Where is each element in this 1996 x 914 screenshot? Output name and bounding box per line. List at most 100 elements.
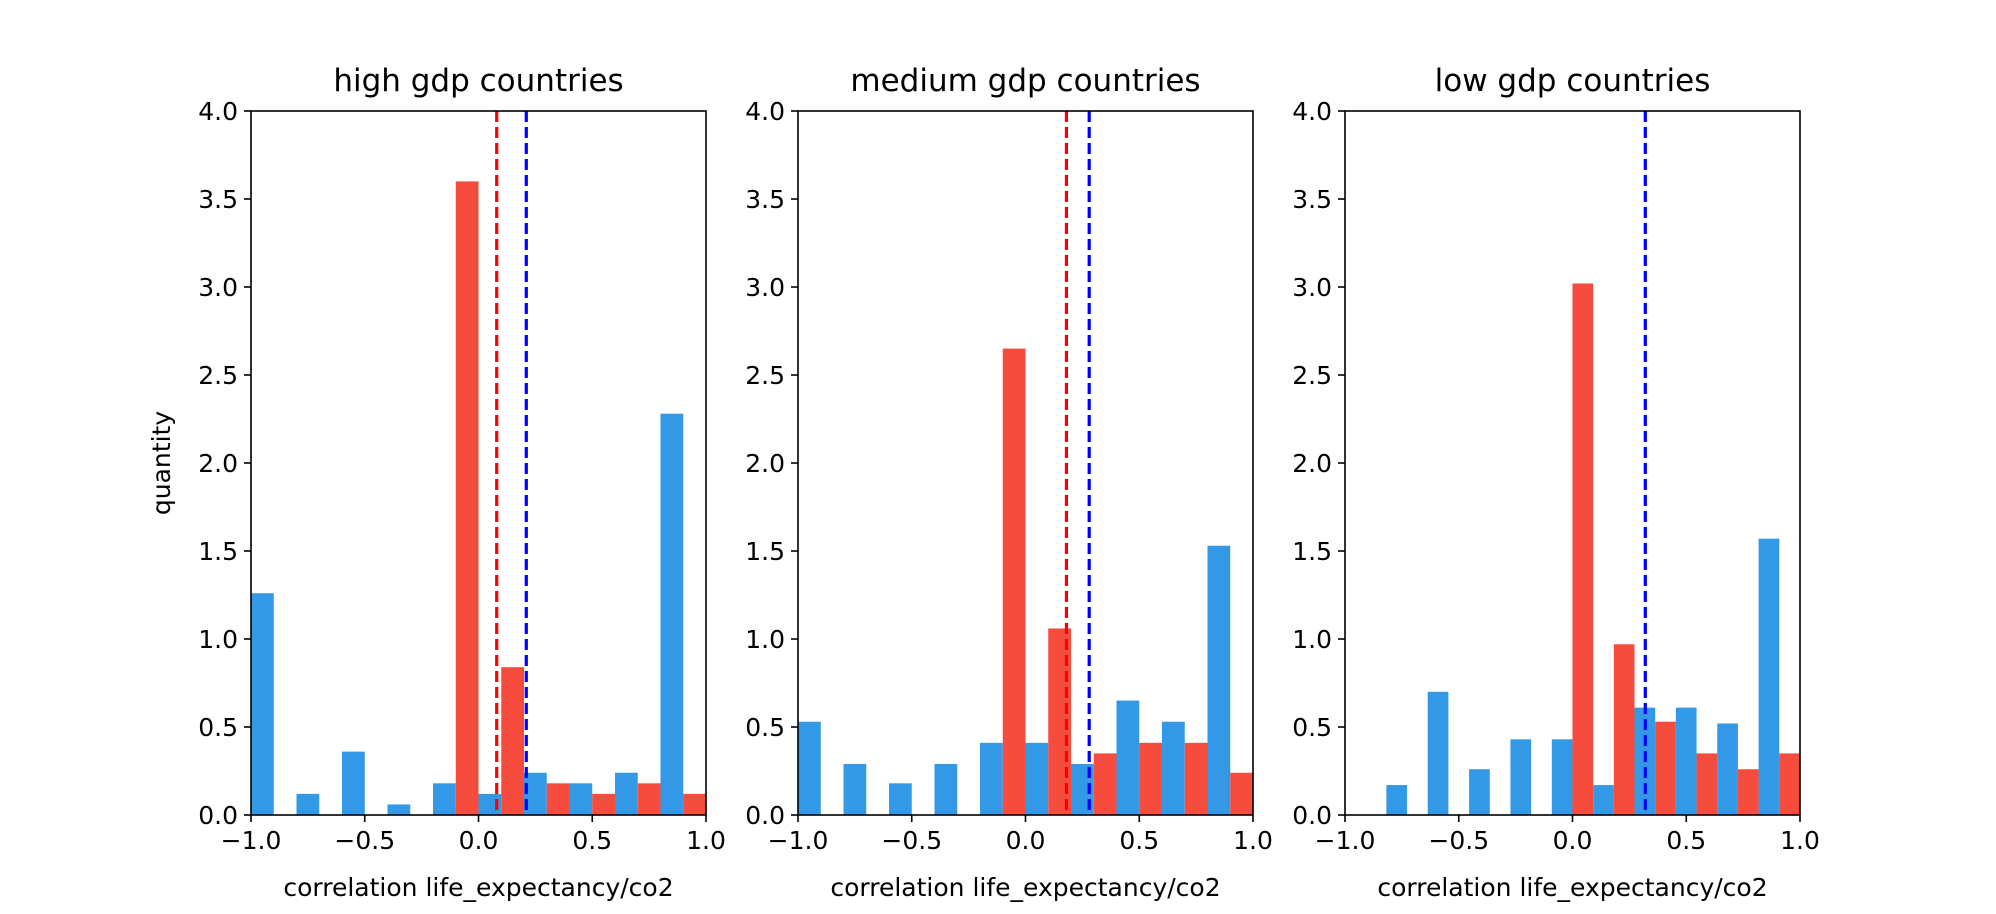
bar-blue (843, 763, 867, 815)
x-tick-label: 0.5 (572, 826, 612, 855)
y-tick-label: 2.5 (745, 361, 785, 390)
bar-red (1779, 753, 1800, 815)
subplot-high-gdp: high gdp countries correlation life_expe… (147, 63, 726, 902)
bar-blue (980, 742, 1003, 815)
bars (1386, 283, 1800, 816)
bar-blue (342, 751, 365, 815)
bar-blue (1207, 545, 1231, 815)
y-tick-label: 0.0 (745, 801, 785, 830)
y-tick-label: 0.0 (1292, 801, 1332, 830)
y-tick-label: 0.5 (1292, 713, 1332, 742)
bar-blue (1717, 723, 1738, 815)
bar-blue (798, 721, 821, 815)
y-tick-label: 2.0 (745, 449, 785, 478)
bar-red (592, 793, 615, 815)
bar-blue (1510, 739, 1532, 815)
bar-blue (433, 783, 456, 815)
bar-red (637, 783, 661, 815)
bar-blue (524, 772, 547, 815)
y-tick-label: 2.0 (198, 449, 238, 478)
x-axis-label: correlation life_expectancy/co2 (1377, 873, 1767, 902)
x-tick-label: 0.5 (1119, 826, 1159, 855)
bar-blue (1116, 700, 1140, 815)
x-tick-label: 0.5 (1666, 826, 1706, 855)
bar-blue (1758, 538, 1780, 815)
bar-blue (1427, 691, 1449, 815)
bar-red (1230, 772, 1253, 815)
bar-blue (1025, 742, 1049, 815)
y-tick-label: 2.5 (1292, 361, 1332, 390)
x-tick-label: 0.0 (1553, 826, 1593, 855)
x-tick-label: −1.0 (768, 826, 829, 855)
bar-blue (660, 413, 684, 815)
y-tick-label: 3.0 (198, 273, 238, 302)
bar-blue (1675, 707, 1697, 815)
x-tick-label: −0.5 (881, 826, 942, 855)
y-tick-label: 4.0 (745, 97, 785, 126)
y-tick-label: 3.0 (1292, 273, 1332, 302)
bars (798, 348, 1253, 815)
y-tick-label: 1.5 (745, 537, 785, 566)
bar-blue (1162, 721, 1185, 815)
y-tick-label: 3.5 (198, 185, 238, 214)
x-axis-label: correlation life_expectancy/co2 (283, 873, 673, 902)
bar-red (1002, 348, 1026, 815)
bar-red (1613, 644, 1635, 815)
y-tick-label: 1.5 (198, 537, 238, 566)
y-tick-label: 0.5 (198, 713, 238, 742)
bars (251, 181, 706, 815)
x-tick-label: 0.0 (1006, 826, 1046, 855)
bar-red (1184, 742, 1208, 815)
y-tick-label: 2.5 (198, 361, 238, 390)
bar-red (455, 181, 479, 815)
bar-blue (615, 772, 638, 815)
bar-blue (1551, 739, 1573, 815)
bar-blue (296, 793, 320, 815)
x-tick-label: −0.5 (334, 826, 395, 855)
bar-red (501, 667, 524, 815)
bar-blue (1593, 785, 1614, 815)
bar-blue (934, 763, 958, 815)
bar-red (1139, 742, 1162, 815)
y-tick-label: 3.0 (745, 273, 785, 302)
subplot-low-gdp: low gdp countries correlation life_expec… (1292, 63, 1820, 902)
y-tick-label: 3.5 (745, 185, 785, 214)
x-tick-label: −1.0 (1315, 826, 1376, 855)
bar-blue (387, 804, 411, 815)
bar-red (1572, 283, 1594, 816)
y-tick-label: 0.0 (198, 801, 238, 830)
bar-blue (569, 783, 593, 815)
bar-blue (1386, 785, 1408, 815)
bar-blue (1469, 769, 1490, 815)
bar-blue (889, 783, 912, 815)
y-tick-label: 4.0 (1292, 97, 1332, 126)
subplot-title: medium gdp countries (850, 63, 1200, 99)
bar-red (683, 793, 706, 815)
subplot-title: low gdp countries (1435, 63, 1711, 99)
y-axis-label: quantity (147, 411, 176, 515)
bar-red (1655, 721, 1676, 815)
x-tick-label: 1.0 (1233, 826, 1273, 855)
y-tick-label: 1.0 (745, 625, 785, 654)
bar-red (1093, 753, 1117, 815)
y-tick-label: 3.5 (1292, 185, 1332, 214)
x-tick-label: 1.0 (686, 826, 726, 855)
y-tick-label: 0.5 (745, 713, 785, 742)
x-tick-label: 0.0 (459, 826, 499, 855)
y-tick-label: 2.0 (1292, 449, 1332, 478)
bar-red (1737, 769, 1759, 815)
y-tick-label: 4.0 (198, 97, 238, 126)
subplot-medium-gdp: medium gdp countries correlation life_ex… (745, 63, 1273, 902)
bar-red (546, 783, 570, 815)
x-tick-label: −0.5 (1428, 826, 1489, 855)
x-tick-label: 1.0 (1780, 826, 1820, 855)
y-tick-label: 1.0 (1292, 625, 1332, 654)
bar-blue (251, 593, 274, 815)
subplot-title: high gdp countries (333, 63, 623, 99)
y-tick-label: 1.5 (1292, 537, 1332, 566)
bar-red (1696, 753, 1718, 815)
x-axis-label: correlation life_expectancy/co2 (830, 873, 1220, 902)
y-tick-label: 1.0 (198, 625, 238, 654)
x-tick-label: −1.0 (221, 826, 282, 855)
